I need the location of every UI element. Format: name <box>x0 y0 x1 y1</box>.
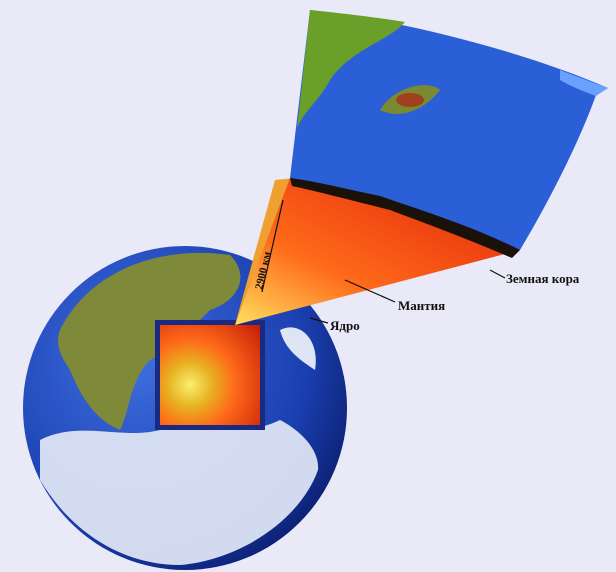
core-label: Ядро <box>330 318 360 333</box>
crust-label: Земная кора <box>506 271 580 286</box>
depth-arrow <box>261 199 284 293</box>
continent <box>58 252 241 430</box>
ice <box>280 327 316 370</box>
crust-line <box>290 178 520 258</box>
leader-line <box>344 279 396 303</box>
hotspot <box>396 93 424 107</box>
globe <box>23 246 347 570</box>
mantle-face <box>235 178 520 325</box>
land <box>297 10 405 130</box>
shelf <box>560 70 608 96</box>
leaders <box>261 199 506 324</box>
crust-face <box>290 10 608 250</box>
leader-line <box>309 317 329 324</box>
ice <box>40 420 319 565</box>
cutout <box>160 325 260 425</box>
leader-line <box>489 269 506 279</box>
mantle-label: Мантия <box>398 298 445 313</box>
